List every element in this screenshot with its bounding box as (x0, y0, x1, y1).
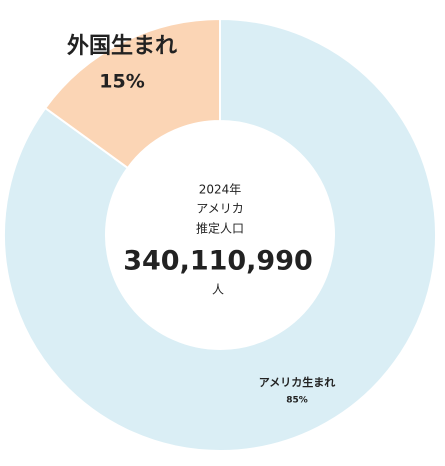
slice (3, 17, 437, 452)
category-label: 外国生まれ (67, 33, 177, 59)
slice (43, 17, 221, 170)
center-value: 340,110,990 (123, 246, 313, 277)
center-text: 2024年 (199, 183, 242, 197)
center-text: 推定人口 (196, 221, 244, 236)
center-text: アメリカ (196, 202, 243, 216)
value-label: 85% (286, 396, 308, 406)
category-label: アメリカ生まれ (259, 375, 335, 389)
center-unit: 人 (212, 283, 224, 297)
value-label: 15% (99, 71, 144, 93)
